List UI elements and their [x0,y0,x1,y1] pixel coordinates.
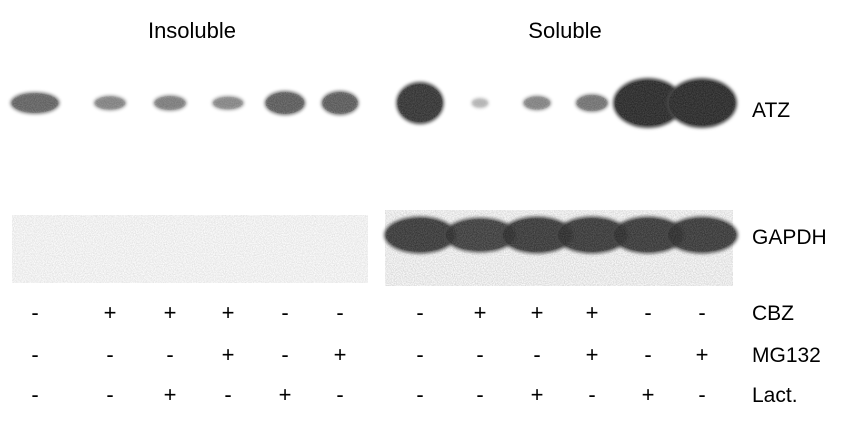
treatment-sign: - [476,382,483,407]
treatment-sign: - [106,382,113,407]
atz-band-soluble-lane-3 [523,96,551,111]
gapdh-insoluble-smear [12,215,368,283]
gapdh-band-soluble-lane-6 [666,216,738,253]
treatment-sign: - [416,382,423,407]
treatment-sign: - [31,300,38,325]
treatment-sign: - [31,382,38,407]
treatment-sign: - [166,342,173,367]
treatment-sign: - [644,300,651,325]
gapdh-label: GAPDH [752,226,827,249]
treatment-sign: + [279,382,292,407]
atz-band-insoluble-lane-2 [94,96,127,111]
treatment-sign: - [224,382,231,407]
treatment-sign: + [531,382,544,407]
treatment-sign: + [334,342,347,367]
atz-band-insoluble-lane-4 [212,96,244,110]
atz-band-soluble-lane-4 [575,94,608,112]
treatment-sign: - [533,342,540,367]
treatment-sign: - [644,342,651,367]
atz-band-soluble-lane-2 [471,98,488,108]
treatment-sign: - [698,382,705,407]
treatment-sign: - [281,342,288,367]
treatment-sign: - [31,342,38,367]
treatment-sign: - [336,300,343,325]
treatment-sign: - [336,382,343,407]
atz-band-soluble-lane-6 [667,78,737,128]
treatment-sign: - [476,342,483,367]
treatment-sign: - [416,342,423,367]
treatment-sign: + [474,300,487,325]
gapdh-band-row [12,210,738,286]
treatment-sign: - [106,342,113,367]
treatment-sign: + [642,382,655,407]
treatment-sign: + [586,342,599,367]
treatment-sign: - [698,300,705,325]
treatment-label: CBZ [752,302,794,325]
soluble-panel-title: Soluble [528,18,601,43]
treatment-row-lact: - - + - + - - - + - + - Lact. [31,382,797,407]
treatment-sign: + [696,342,709,367]
treatment-label: Lact. [752,384,798,407]
treatment-row-cbz: - + + + - - - + + + - - CBZ [31,300,794,325]
treatment-sign: + [586,300,599,325]
treatment-sign: - [281,300,288,325]
atz-label: ATZ [752,99,790,122]
treatment-sign: - [416,300,423,325]
treatment-table: -+++---+++--CBZ---+-+---+-+MG132--+-+---… [31,300,821,407]
treatment-sign: + [104,300,117,325]
treatment-label: MG132 [752,344,821,367]
atz-band-insoluble-lane-6 [321,91,359,115]
atz-band-insoluble-lane-5 [265,91,306,115]
treatment-sign: + [531,300,544,325]
atz-band-insoluble-lane-3 [153,95,186,111]
atz-band-insoluble-lane-1 [10,92,59,114]
atz-band-row [10,78,737,128]
treatment-sign: + [222,342,235,367]
treatment-sign: - [588,382,595,407]
treatment-sign: + [222,300,235,325]
insoluble-panel-title: Insoluble [148,18,236,43]
treatment-row-mg132: - - - + - + - - - + - + MG132 [31,342,821,367]
atz-band-soluble-lane-1 [396,82,444,124]
treatment-sign: + [164,300,177,325]
treatment-sign: + [164,382,177,407]
